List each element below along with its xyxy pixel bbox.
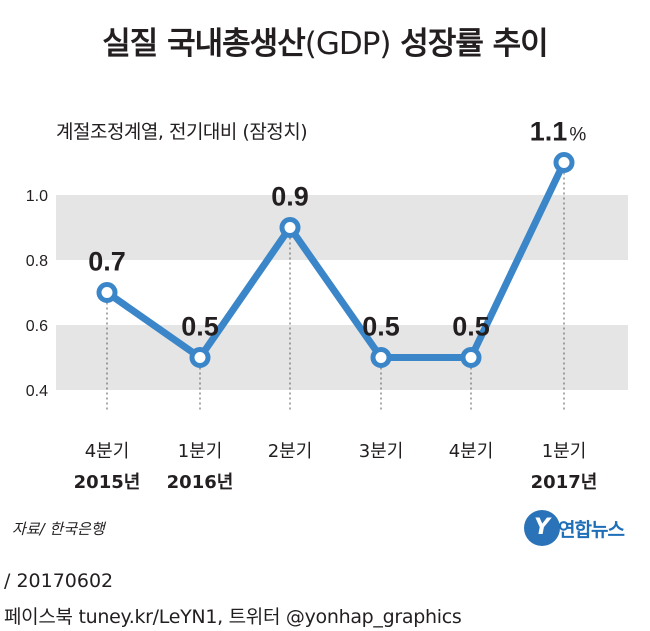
data-label: 1.1% [530, 117, 587, 147]
yonhap-logo-icon: Y [524, 510, 560, 546]
x-tick-label: 4분기 [449, 441, 494, 462]
data-point [96, 282, 118, 303]
data-label: 0.7 [88, 247, 126, 277]
y-tick-label: 1.0 [26, 188, 48, 205]
publish-date: / 20170602 [4, 570, 114, 592]
x-tick-label: 2분기 [268, 441, 313, 462]
data-label: 0.5 [181, 312, 219, 342]
x-tick-label: 3분기 [359, 441, 404, 462]
x-tick-year-label: 2017년 [531, 472, 598, 493]
data-point [460, 347, 482, 368]
x-tick-label: 1분기 [178, 441, 223, 462]
title-paren: (GDP) [304, 26, 392, 62]
data-point [189, 347, 211, 368]
grid-band-lower [56, 325, 628, 390]
data-label: 0.5 [362, 312, 400, 342]
chart-subtitle: 계절조정계열, 전기대비 (잠정치) [56, 121, 308, 143]
source-note: 자료/ 한국은행 [12, 520, 105, 538]
y-tick-label: 0.4 [26, 383, 48, 400]
x-tick-year-label: 2016년 [167, 472, 234, 493]
title-rest: 성장률 추이 [400, 26, 548, 62]
y-tick-label: 0.6 [26, 318, 48, 335]
chart-title: 실질 국내총생산(GDP) 성장률 추이 [0, 18, 650, 63]
x-tick-label: 1분기 [542, 441, 587, 462]
line-chart: 1.0 0.8 0.6 0.4 0.7 0.5 0.9 0.5 0.5 1.1 % 4분기 2015년 1… [26, 117, 628, 493]
data-point [279, 217, 301, 238]
series-line [103, 159, 568, 361]
social-links: 페이스북 tuney.kr/LeYN1, 트위터 @yonhap_graphic… [4, 606, 462, 628]
x-tick-year-label: 2015년 [74, 472, 141, 493]
yonhap-logo-text: 연합뉴스 [558, 519, 625, 541]
data-point [553, 152, 575, 173]
data-label: 0.9 [271, 182, 309, 212]
data-point [370, 347, 392, 368]
data-label-unit: % [569, 125, 586, 146]
data-label: 0.5 [452, 312, 490, 342]
y-tick-label: 0.8 [26, 253, 48, 270]
x-tick-label: 4분기 [85, 441, 130, 462]
title-main: 실질 국내총생산 [102, 26, 305, 62]
